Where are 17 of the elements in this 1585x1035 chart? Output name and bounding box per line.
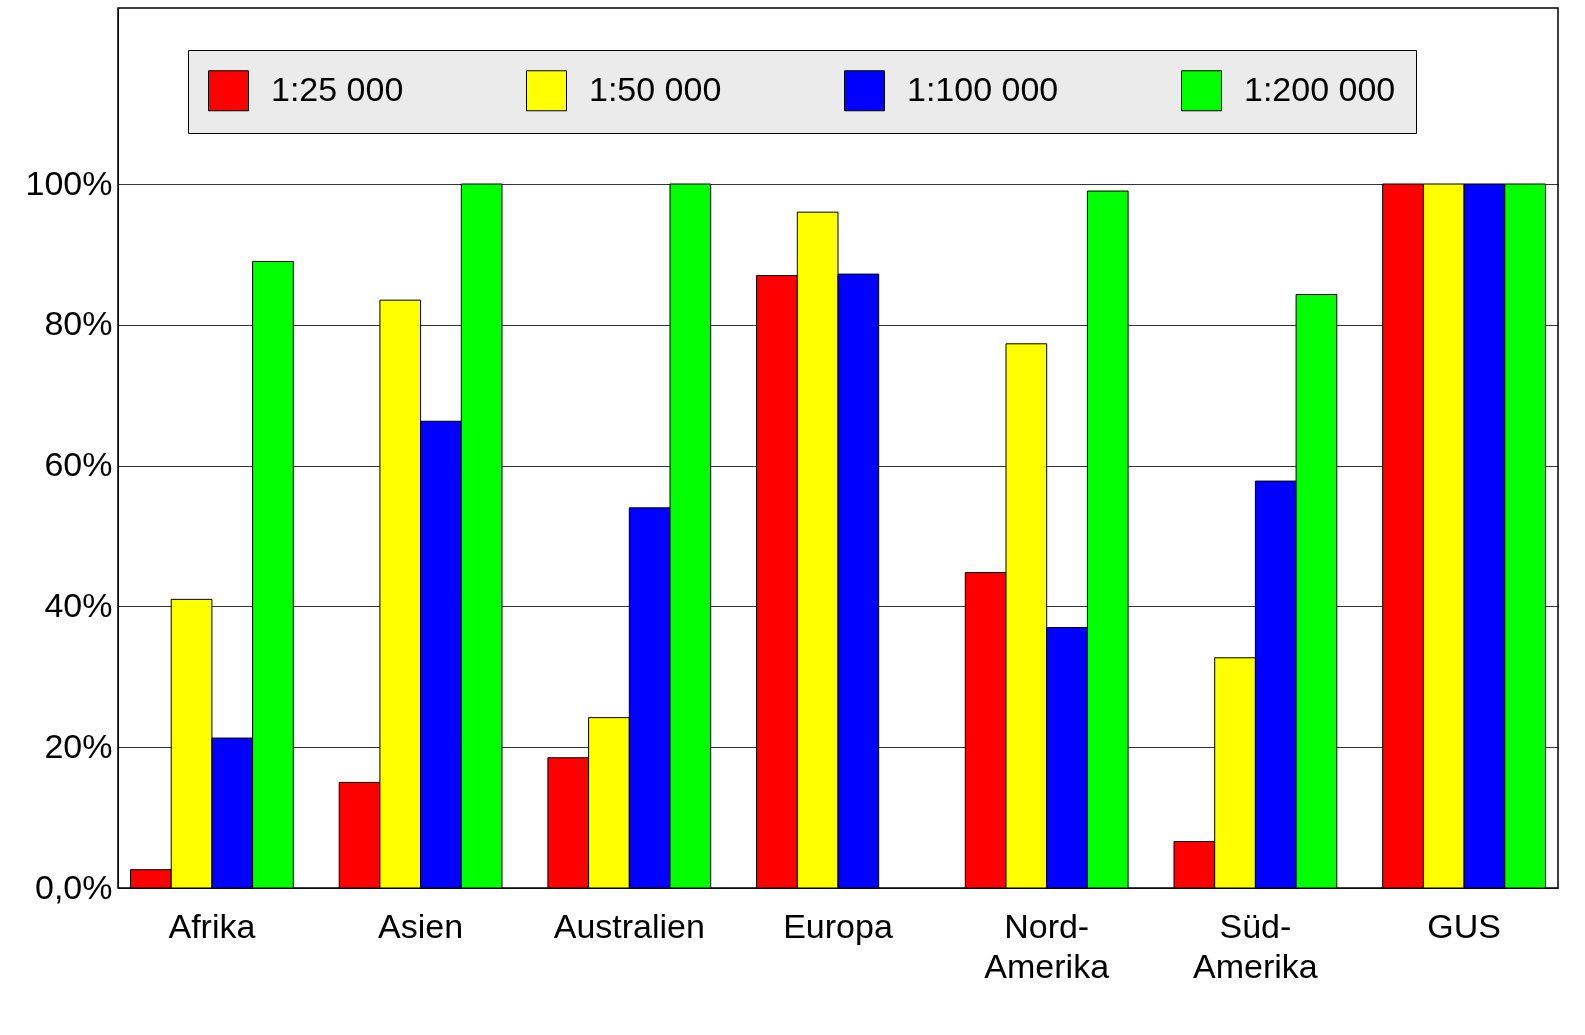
y-tick-label: 20% <box>44 726 113 765</box>
x-tick-label: Australien <box>553 906 705 945</box>
x-tick-label: Süd-Amerika <box>1193 906 1318 985</box>
y-tick-label: 100% <box>25 163 113 202</box>
x-tick-label: GUS <box>1427 906 1501 945</box>
x-tick-label: Nord-Amerika <box>984 906 1110 985</box>
legend-label: 1:25 000 <box>271 69 404 108</box>
y-tick-label: 0,0% <box>35 867 113 906</box>
legend-label: 1:100 000 <box>907 69 1059 108</box>
x-tick-label: Afrika <box>168 906 256 945</box>
x-tick-label: Europa <box>783 906 893 945</box>
y-tick-label: 40% <box>44 585 113 624</box>
legend-label: 1:50 000 <box>589 69 722 108</box>
legend-label: 1:200 000 <box>1244 69 1396 108</box>
x-tick-label: Asien <box>378 906 464 945</box>
y-tick-label: 80% <box>44 304 113 343</box>
y-tick-label: 60% <box>44 445 113 484</box>
